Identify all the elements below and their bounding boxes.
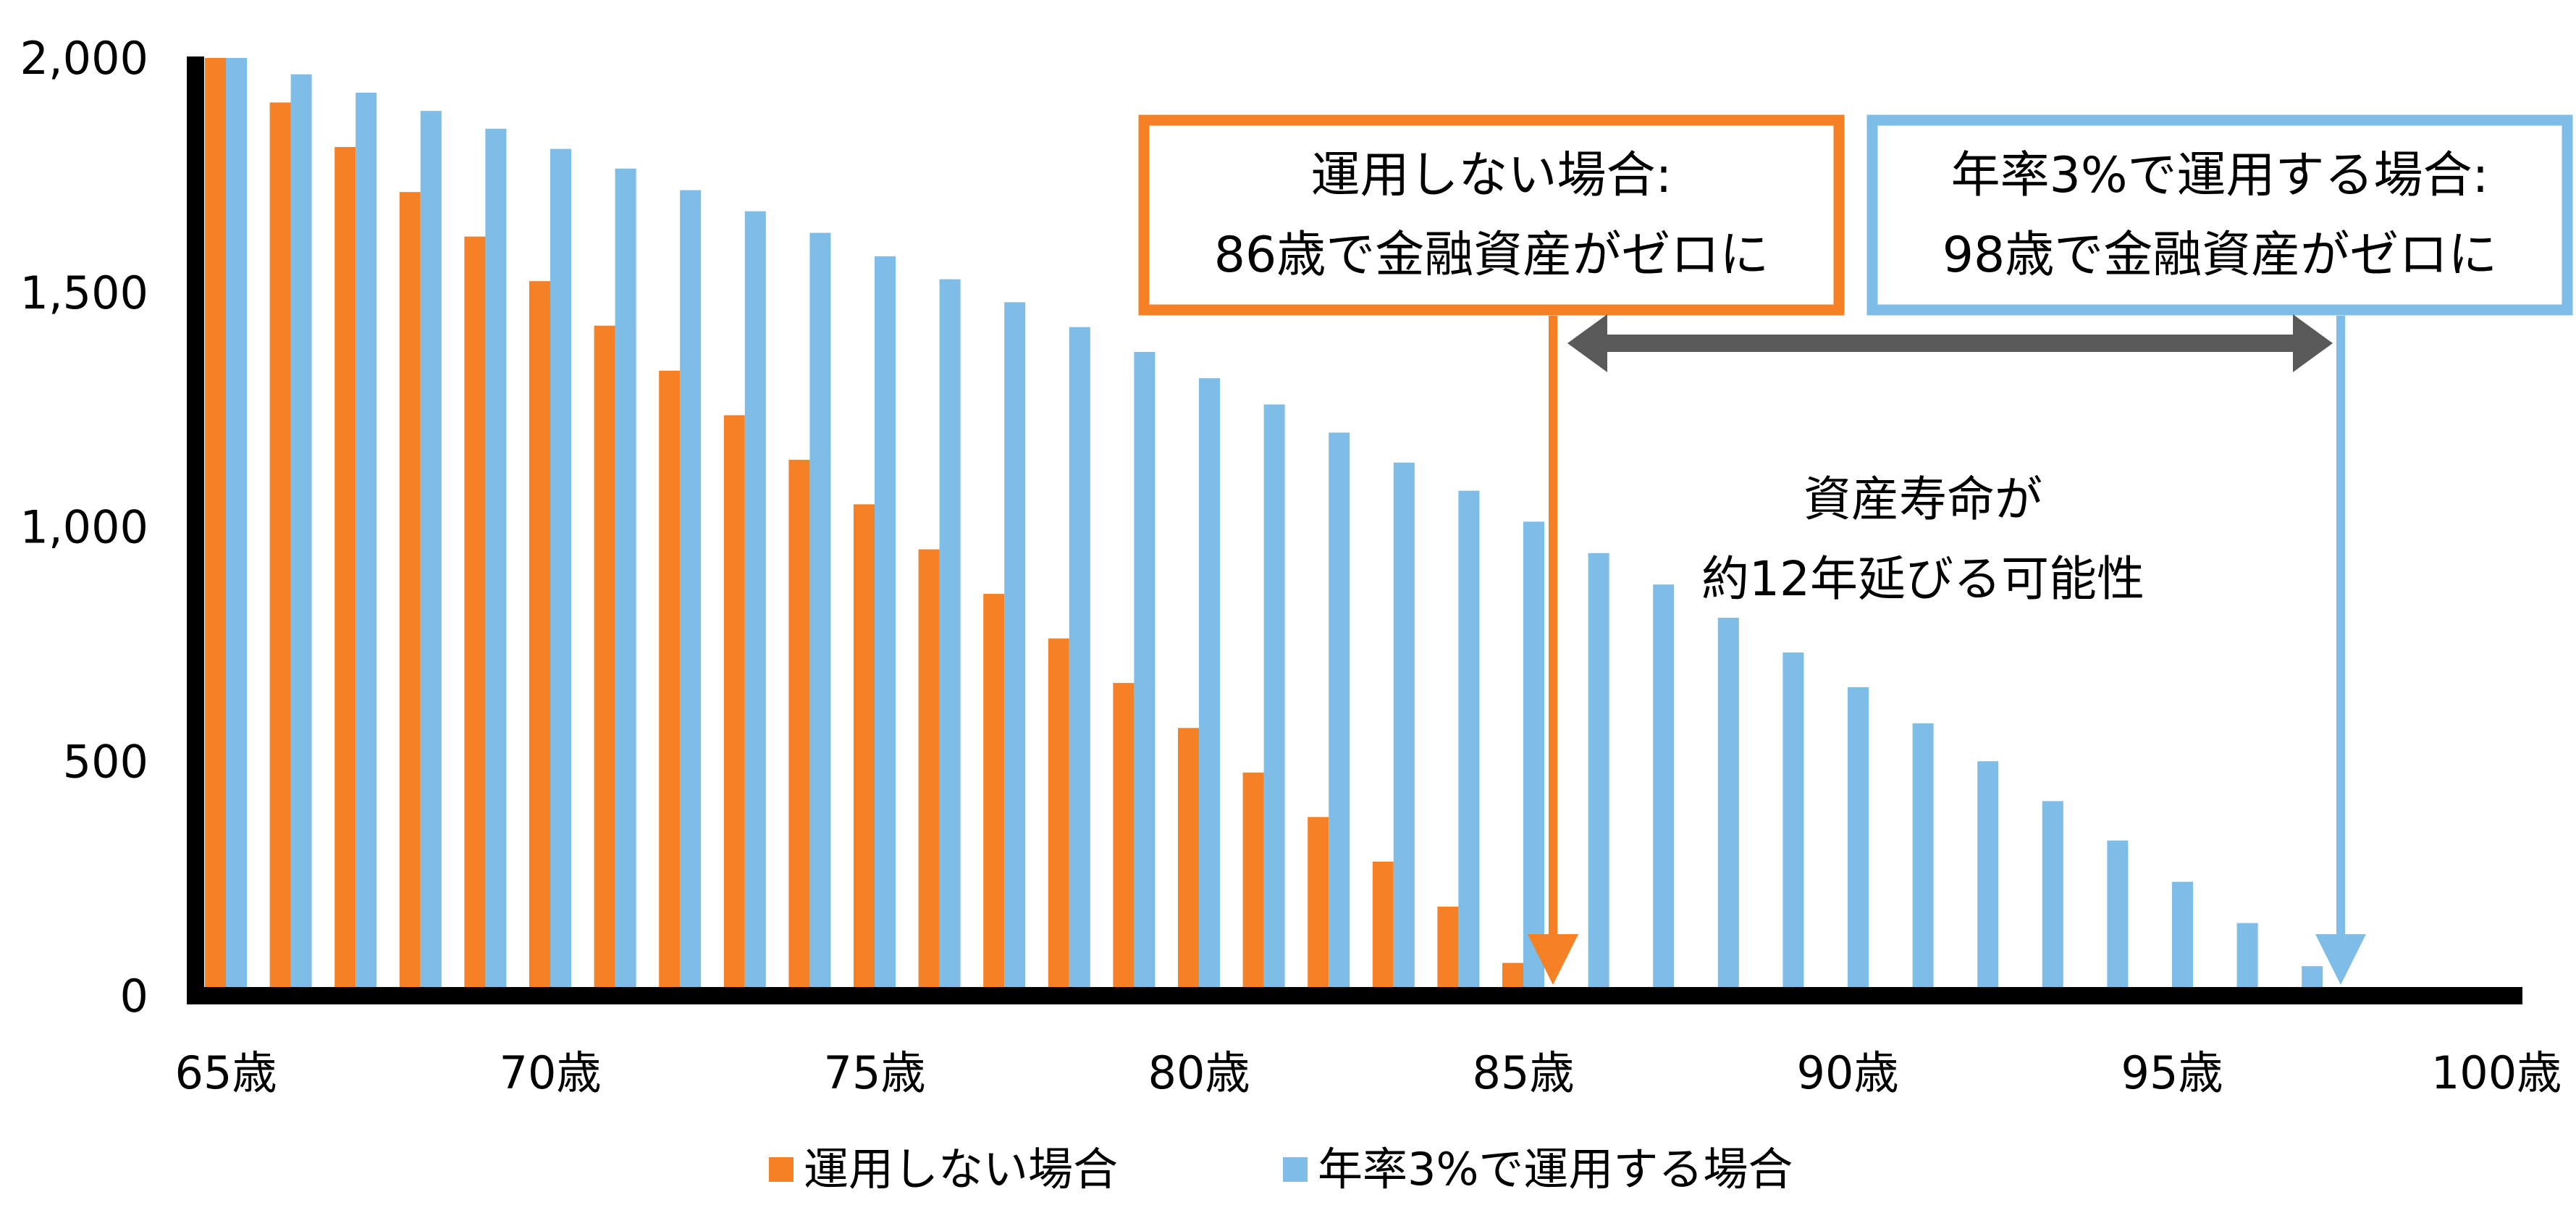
bar-no-invest-84歳 [1437, 906, 1459, 996]
x-tick-label: 95歳 [2121, 1046, 2223, 1099]
bar-no-invest-67歳 [334, 147, 356, 996]
x-tick-label: 100歳 [2431, 1046, 2562, 1099]
double-arrow-head-left [1567, 314, 1607, 372]
bar-invest-91歳 [1912, 723, 1934, 996]
bar-invest-93歳 [2042, 801, 2063, 996]
bar-invest-72歳 [680, 190, 702, 996]
bar-no-invest-76歳 [918, 549, 940, 996]
bar-invest-94歳 [2107, 840, 2129, 996]
bar-no-invest-70歳 [529, 281, 550, 996]
bar-invest-67歳 [355, 92, 377, 996]
annotation-gap: 資産寿命が 約12年延びる可能性 [1567, 314, 2333, 607]
bar-no-invest-73歳 [723, 415, 745, 996]
arrow-head-blue [2315, 934, 2366, 985]
annotation-box-blue [1866, 114, 2573, 316]
legend-swatch-blue [1283, 1157, 1308, 1182]
bar-no-invest-83歳 [1372, 861, 1394, 996]
bar-invest-88歳 [1717, 618, 1739, 996]
bar-no-invest-82歳 [1308, 817, 1329, 996]
legend-label-invest: 年率3%で運用する場合 [1318, 1143, 1793, 1196]
bar-invest-79歳 [1134, 351, 1156, 996]
bar-invest-83歳 [1393, 462, 1415, 996]
annotation-invest: 年率3%で運用する場合: 98歳で金融資産がゼロに [1866, 114, 2573, 985]
bar-invest-82歳 [1329, 432, 1350, 996]
annotation-box-orange [1138, 114, 1845, 316]
legend-swatch-orange [769, 1157, 794, 1182]
legend: 運用しない場合 年率3%で運用する場合 [769, 1143, 1793, 1196]
bar-no-invest-81歳 [1242, 772, 1264, 996]
bar-invest-96歳 [2236, 923, 2258, 996]
legend-label-no-invest: 運用しない場合 [804, 1143, 1118, 1196]
bar-invest-86歳 [1588, 553, 1609, 996]
bar-invest-78歳 [1069, 327, 1090, 996]
annotation-line1: 運用しない場合: [1311, 147, 1672, 204]
bar-invest-95歳 [2172, 881, 2193, 996]
bar-no-invest-80歳 [1178, 728, 1199, 996]
annotation-line2: 86歳で金融資産がゼロに [1214, 227, 1769, 284]
bar-invest-70歳 [550, 148, 571, 996]
bar-no-invest-78歳 [1048, 638, 1069, 996]
x-tick-label: 75歳 [824, 1046, 926, 1099]
bar-no-invest-66歳 [269, 102, 291, 996]
bar-invest-65歳 [226, 58, 247, 996]
y-axis-line [187, 56, 204, 996]
bar-no-invest-69歳 [464, 236, 486, 996]
x-axis-ticks: 65歳 70歳 75歳 80歳 85歳 90歳 95歳 100歳 [175, 1046, 2562, 1099]
annotation-line1: 年率3%で運用する場合: [1951, 147, 2489, 204]
bar-no-invest-79歳 [1113, 683, 1135, 996]
bar-invest-84歳 [1458, 490, 1480, 996]
bar-invest-87歳 [1653, 584, 1675, 996]
bars [205, 58, 2323, 996]
y-tick-label: 1,500 [20, 266, 149, 319]
bar-invest-68歳 [420, 111, 442, 996]
x-tick-label: 80歳 [1148, 1046, 1250, 1099]
bar-no-invest-65歳 [205, 58, 226, 996]
y-axis-ticks: 0 500 1,000 1,500 2,000 [20, 32, 149, 1023]
bar-no-invest-77歳 [983, 594, 1005, 996]
bar-invest-80歳 [1199, 378, 1220, 996]
annotation-line2: 98歳で金融資産がゼロに [1942, 227, 2498, 284]
bar-invest-85歳 [1523, 521, 1544, 996]
bar-invest-90歳 [1848, 687, 1869, 996]
bar-no-invest-68歳 [399, 192, 421, 996]
bar-invest-69歳 [485, 128, 507, 996]
y-tick-label: 1,000 [20, 501, 149, 554]
annotation-no-invest: 運用しない場合: 86歳で金融資産がゼロに [1138, 114, 1845, 985]
bar-invest-71歳 [615, 168, 636, 996]
x-axis-line [187, 987, 2522, 1004]
bar-no-invest-75歳 [854, 504, 875, 996]
bar-invest-75歳 [875, 256, 896, 996]
y-tick-label: 2,000 [20, 32, 149, 85]
double-arrow-head-right [2293, 314, 2333, 372]
bar-invest-74歳 [809, 232, 831, 996]
x-tick-label: 90歳 [1797, 1046, 1899, 1099]
bar-invest-76歳 [939, 279, 961, 996]
y-tick-label: 0 [120, 970, 148, 1023]
bar-invest-81歳 [1263, 404, 1285, 996]
bar-invest-66歳 [290, 74, 312, 996]
bar-invest-92歳 [1977, 761, 1999, 996]
bar-invest-89歳 [1782, 652, 1804, 996]
x-tick-label: 65歳 [175, 1046, 277, 1099]
bar-invest-73歳 [744, 211, 766, 996]
bar-invest-77歳 [1004, 302, 1026, 996]
bar-no-invest-74歳 [788, 459, 810, 996]
y-tick-label: 500 [63, 735, 148, 788]
x-tick-label: 85歳 [1473, 1046, 1575, 1099]
bar-no-invest-71歳 [594, 325, 615, 996]
gap-text-line2: 約12年延びる可能性 [1701, 551, 2144, 607]
bar-no-invest-72歳 [659, 370, 681, 996]
x-tick-label: 70歳 [500, 1046, 602, 1099]
gap-text-line1: 資産寿命が [1803, 471, 2042, 527]
arrow-head-orange [1528, 934, 1578, 985]
